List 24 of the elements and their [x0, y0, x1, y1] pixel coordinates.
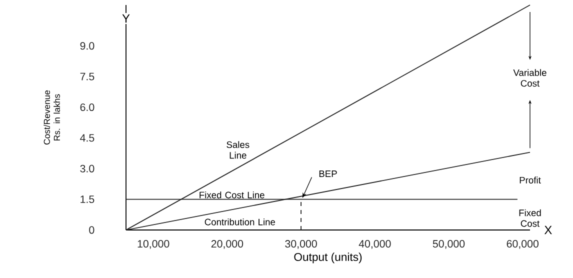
x-tick-label: 30,000 — [285, 240, 317, 249]
x-tick-label: 60,000 — [506, 240, 539, 249]
y-tick-label: 0 — [89, 226, 94, 234]
y-tick-label: 7.5 — [80, 72, 94, 80]
y-tick-label: 1.5 — [80, 196, 94, 204]
y-tick-label: 9.0 — [80, 42, 94, 50]
annotation: Fixed Cost — [519, 209, 541, 227]
x-tick-label: 20,000 — [211, 240, 244, 249]
x-tick-label: 50,000 — [432, 240, 465, 249]
annotation: Variable Cost — [513, 69, 546, 87]
x-axis-title: Output (units) — [294, 252, 362, 264]
text: X — [544, 226, 552, 234]
annotation: Fixed Cost Line — [200, 191, 264, 198]
annotation: Y — [122, 14, 130, 23]
annotation: BEP — [319, 170, 337, 177]
x-tick-label: 10,000 — [138, 240, 170, 249]
annotation: Profit — [520, 176, 541, 184]
y-tick-label: 4.5 — [80, 134, 94, 142]
y-tick-label: 6.0 — [80, 103, 94, 112]
y-tick-label: 3.0 — [80, 164, 94, 172]
x-tick-label: 40,000 — [358, 240, 391, 249]
annotation: Contribution Line — [204, 218, 276, 226]
annotation: Sales Line — [226, 141, 250, 159]
y-axis-title: Cost/Revenue Rs. in lakhs — [44, 90, 60, 145]
